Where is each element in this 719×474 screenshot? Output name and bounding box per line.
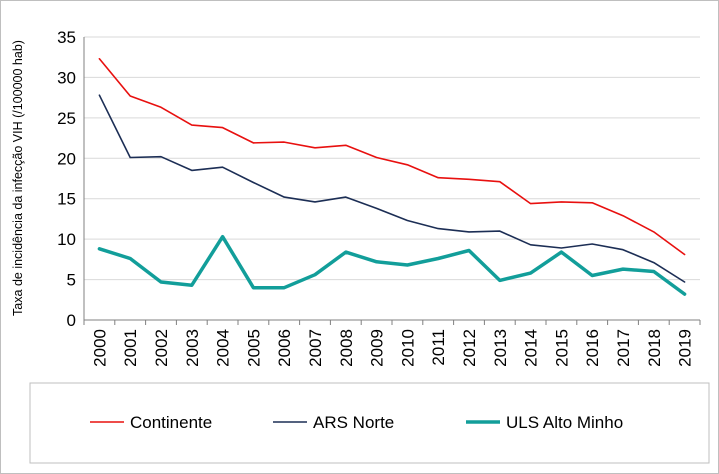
x-tick-label: 2008	[337, 329, 356, 367]
series-line-uls-alto-minho	[97, 234, 687, 296]
y-tick-label: 30	[57, 68, 76, 87]
series-lines	[97, 57, 687, 296]
y-tick-label: 25	[57, 109, 76, 128]
legend-box	[29, 382, 710, 464]
series-line-ars-norte	[98, 94, 686, 283]
gridlines	[84, 36, 700, 281]
x-tick-label: 2012	[460, 329, 479, 367]
x-tick-label: 2002	[152, 329, 171, 367]
x-tick-label: 2010	[398, 329, 417, 367]
x-tick-labels: 2000 2001 2002 2003 2004 2005 2006 2007 2008 2009…	[90, 329, 694, 367]
x-tick-label: 2006	[275, 329, 294, 367]
y-tick-label: 35	[57, 28, 76, 47]
x-tick-label: 2019	[676, 329, 695, 367]
x-tick-label: 2015	[552, 329, 571, 367]
x-tick-label: 2003	[183, 329, 202, 367]
x-tick-label: 2013	[491, 329, 510, 367]
x-tick-label: 2004	[214, 329, 233, 367]
y-tick-label: 20	[57, 149, 76, 168]
x-tick-label: 2014	[522, 329, 541, 367]
x-tick-label: 2017	[614, 329, 633, 367]
y-axis-label: Taxa de incidência da infecção VIH (/100…	[11, 40, 25, 316]
y-tick-labels: 0 5 10 15 20 25 30 35	[57, 28, 76, 330]
axes	[83, 37, 701, 325]
x-tick-label: 2016	[583, 329, 602, 367]
legend-label: ULS Alto Minho	[506, 413, 623, 432]
series-line-continente	[98, 57, 686, 256]
y-tick-label: 15	[57, 190, 76, 209]
y-tick-label: 0	[67, 311, 76, 330]
x-tick-label: 2001	[121, 329, 140, 367]
x-tick-label: 2007	[306, 329, 325, 367]
x-tick-label: 2009	[368, 329, 387, 367]
x-tick-label: 2018	[645, 329, 664, 367]
legend-label: ARS Norte	[313, 413, 394, 432]
x-tick-label: 2011	[429, 329, 448, 366]
y-tick-label: 10	[57, 230, 76, 249]
y-tick-label: 5	[67, 271, 76, 290]
x-tick-label: 2000	[90, 329, 109, 367]
x-tick-label: 2005	[244, 329, 263, 367]
legend-label: Continente	[130, 413, 212, 432]
legend: Continente ARS Norte ULS Alto Minho	[90, 413, 623, 432]
